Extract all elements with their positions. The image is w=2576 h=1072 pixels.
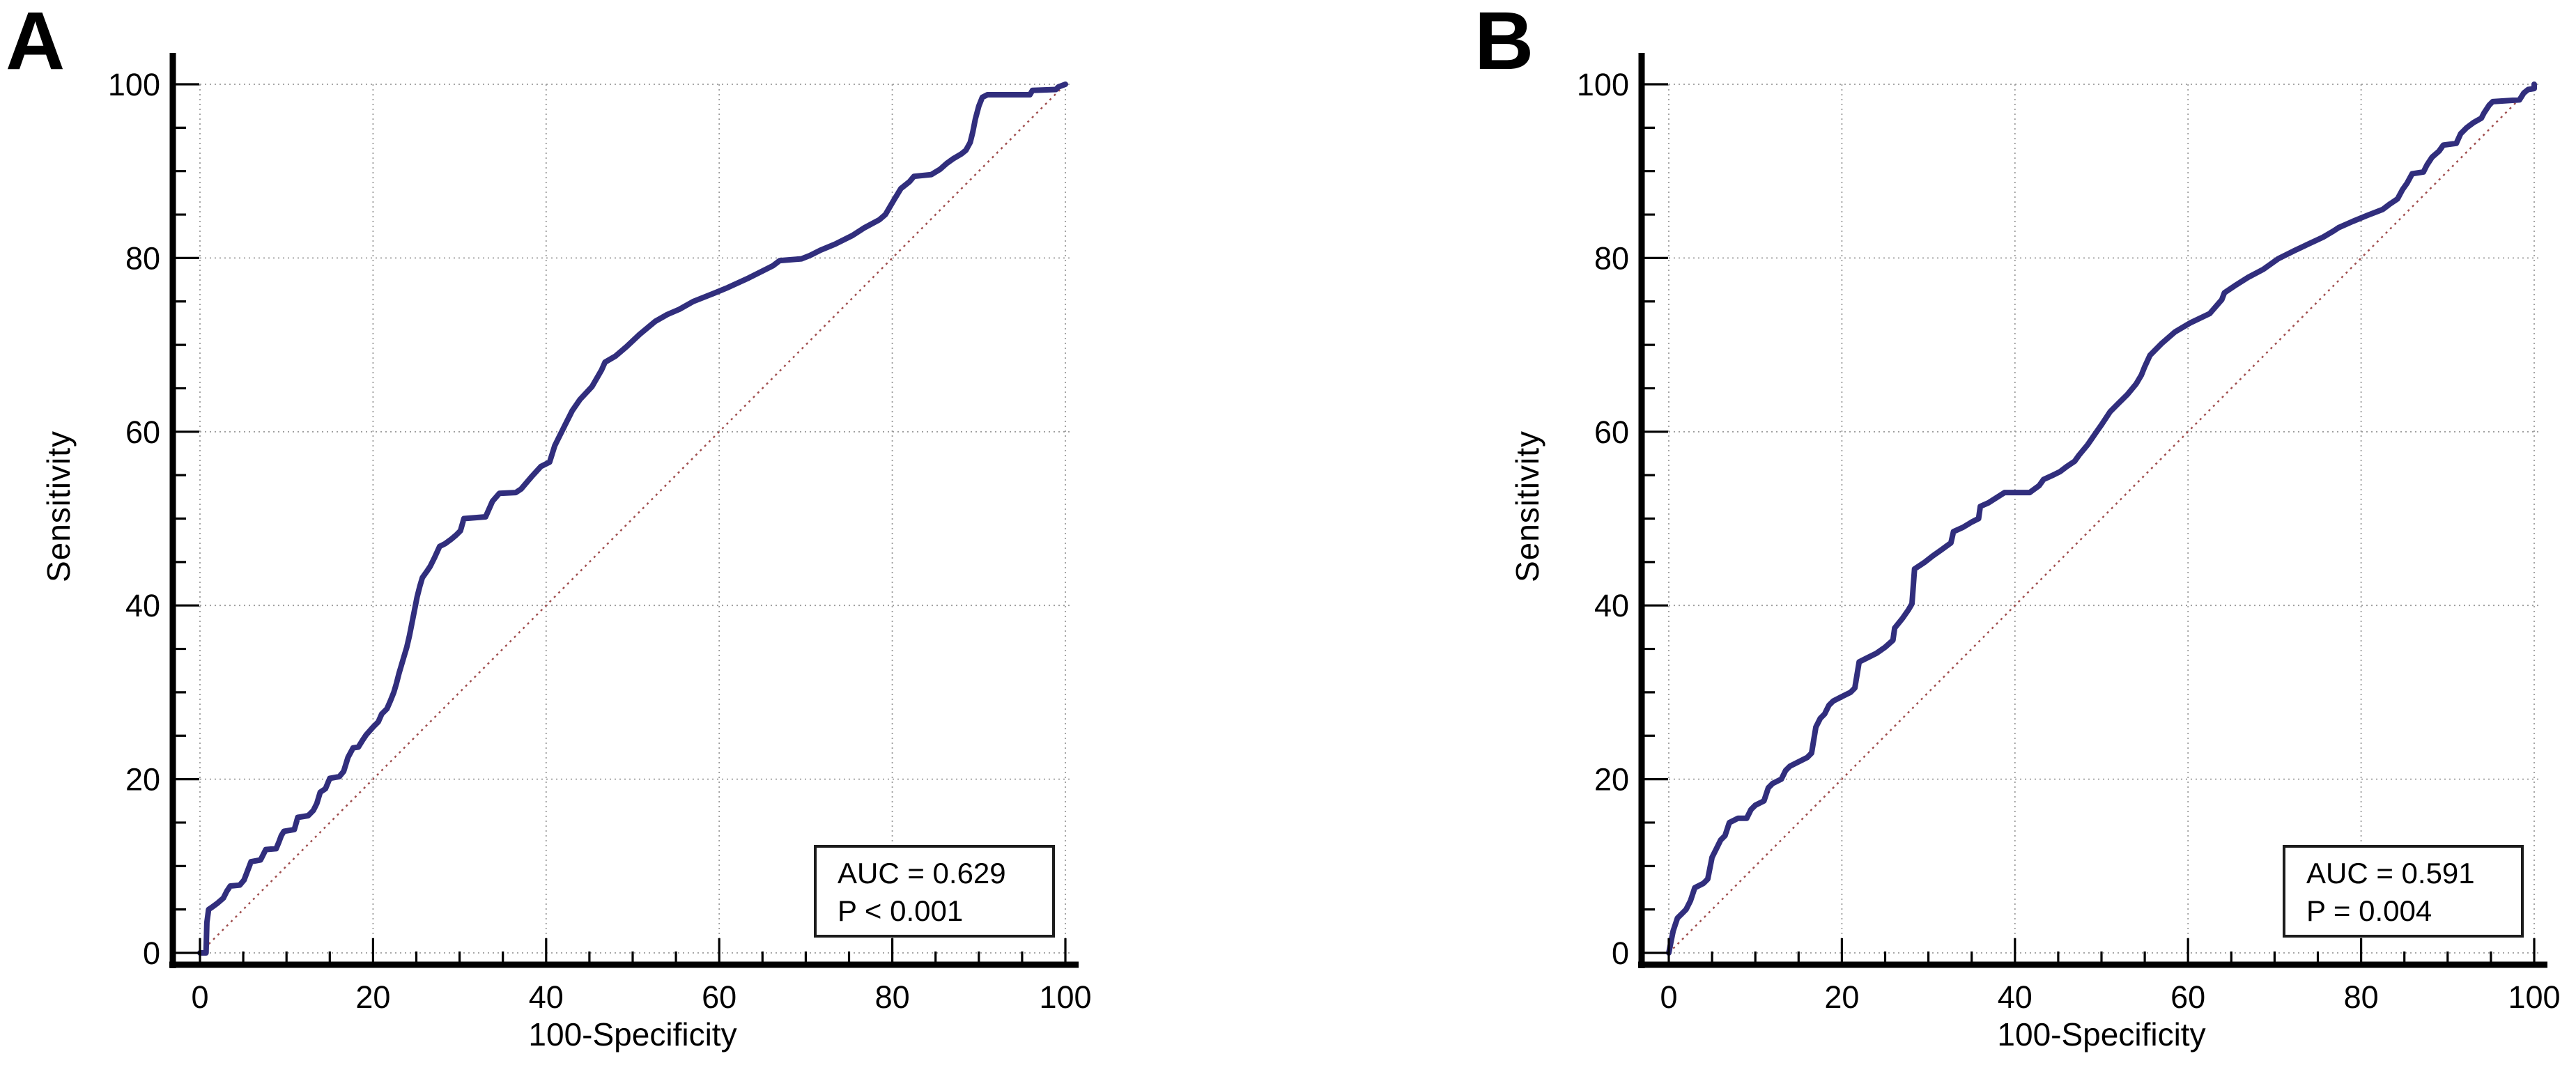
y-tick-label: 0	[1612, 935, 1629, 971]
y-tick-label: 40	[1594, 588, 1629, 623]
roc-panel-b: B Sensitivity 0 20 40 60 80 100 0 20 40 60 80 100 1…	[1469, 0, 2576, 1072]
p-value-line: P = 0.004	[2306, 894, 2432, 927]
panel-label-a: A	[6, 0, 65, 87]
panel-label-b: B	[1474, 0, 1534, 87]
reference-diagonal-line	[199, 84, 1066, 954]
x-tick-label: 80	[2344, 979, 2379, 1015]
roc-curve	[1666, 81, 2537, 956]
x-tick-label: 40	[1998, 979, 2033, 1015]
x-tick-label: 0	[1660, 979, 1677, 1015]
auc-annotation-box: AUC = 0.591 P = 0.004	[2283, 845, 2524, 938]
x-axis-title: 100-Specificity	[528, 1016, 737, 1052]
roc-panel-a: A Sensitivity 0 20 40 60 80 100 0 20 40 60 80 100 1…	[0, 0, 1115, 1072]
roc-plot-b: 0 20 40 60 80 100 0 20 40 60 80 100	[1577, 53, 2561, 1015]
roc-plot-a: 0 20 40 60 80 100 0 20 40 60 80 100	[108, 53, 1092, 1015]
y-tick-label: 60	[1594, 414, 1629, 450]
x-tick-label: 80	[875, 979, 910, 1015]
y-tick-label: 0	[143, 935, 160, 971]
x-axis-title: 100-Specificity	[1997, 1016, 2206, 1052]
x-tick-label: 100	[2508, 979, 2560, 1015]
p-value-line: P < 0.001	[838, 894, 964, 927]
x-tick-label: 20	[1824, 979, 1859, 1015]
x-tick-label: 60	[702, 979, 736, 1015]
x-tick-label: 100	[1039, 979, 1091, 1015]
y-tick-label: 40	[125, 588, 160, 623]
x-tick-label: 60	[2170, 979, 2205, 1015]
y-tick-label: 20	[125, 762, 160, 798]
y-tick-label: 60	[125, 414, 160, 450]
auc-annotation-box: AUC = 0.629 P < 0.001	[814, 845, 1055, 938]
y-tick-label: 100	[1577, 67, 1629, 102]
y-tick-label: 20	[1594, 762, 1629, 798]
y-tick-label: 80	[1594, 240, 1629, 276]
auc-value-line: AUC = 0.591	[2306, 857, 2475, 890]
reference-diagonal-line	[1668, 84, 2535, 954]
y-tick-label: 100	[108, 67, 160, 102]
roc-curve	[197, 81, 1068, 956]
x-tick-label: 20	[355, 979, 390, 1015]
x-tick-label: 0	[191, 979, 208, 1015]
auc-value-line: AUC = 0.629	[838, 857, 1006, 890]
y-tick-label: 80	[125, 240, 160, 276]
x-tick-label: 40	[529, 979, 564, 1015]
